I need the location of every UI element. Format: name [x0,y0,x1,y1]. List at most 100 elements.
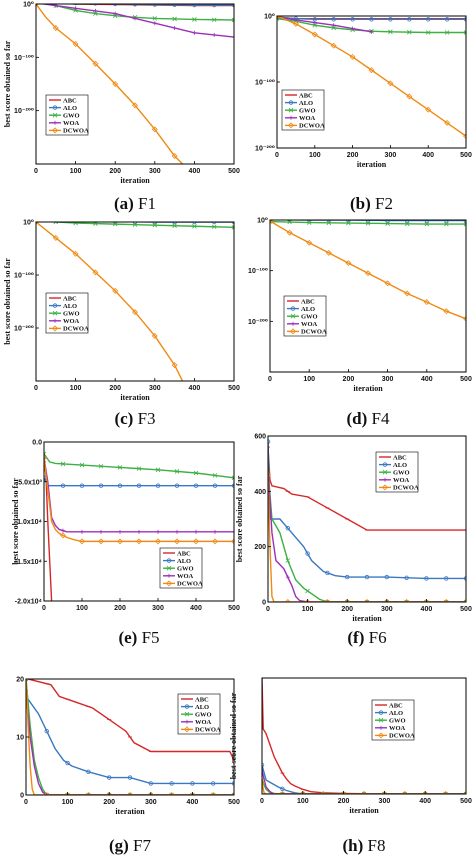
y-tick-label: 10⁻²⁰⁰ [255,145,275,153]
legend-label: DCWOA [393,485,419,492]
data-point [330,42,337,49]
data-point [382,462,388,467]
legend-label: ABC [299,92,313,99]
data-point [152,16,158,21]
data-point [325,600,330,602]
data-point [288,122,294,129]
data-point [73,222,78,226]
x-tick-label: 500 [460,376,472,383]
data-point [365,221,371,226]
data-point [379,725,383,730]
data-point [53,222,59,225]
y-tick-label: 10⁰ [257,217,268,225]
data-point [463,315,466,322]
data-point [325,570,330,576]
data-point [212,4,217,8]
data-point [463,599,466,602]
data-point [378,732,384,739]
legend-label: ABC [301,298,315,305]
chart-F2: 0 100 200 300 400 500 10⁰ 10⁻¹⁰⁰ 10⁻²⁰⁰ iteration… [255,13,472,214]
x-tick-label: 400 [421,606,433,613]
data-point [53,120,57,125]
x-tick-label: 500 [228,799,240,806]
data-point [289,115,293,120]
data-point [331,17,336,22]
data-point [175,529,179,534]
caption-function: F2 [375,194,393,213]
data-point [344,599,351,602]
data-point [463,791,466,794]
caption-letter: (a) [114,194,138,213]
data-point [85,792,92,795]
series-line-abc [262,678,466,794]
legend-label: ABC [393,454,407,461]
data-point [231,475,234,481]
legend-label: DCWOA [63,128,89,135]
data-point [345,260,352,267]
x-tick-label: 300 [145,799,157,806]
data-point [383,599,390,602]
legend-label: ABC [177,550,191,557]
x-tick-label: 200 [103,799,115,806]
data-point [365,600,369,602]
data-point [152,4,157,7]
data-point [174,538,180,545]
plot-area [36,4,234,164]
data-point [99,529,103,534]
x-tick-label: 100 [302,606,314,613]
data-point [65,760,70,766]
legend-label: WOA [299,115,316,122]
data-point [137,529,141,534]
data-point [192,222,197,225]
series-line-abc [268,447,466,531]
y-tick-label: 10⁻¹⁰⁰ [255,79,275,87]
x-tick-label: 400 [421,376,433,383]
data-point [444,220,449,223]
data-point [193,538,199,545]
data-point [444,119,451,126]
data-point [60,461,66,467]
data-point [189,792,196,795]
x-tick-label: 300 [385,152,397,159]
plot-area [44,451,234,601]
series-line-gwo [26,679,234,795]
data-point [98,538,104,545]
y-axis-label: best score obtained so far [3,40,12,127]
x-tick-label: 100 [303,376,315,383]
legend-label: WOA [393,477,410,484]
subfigure-caption: (b) F2 [350,194,393,213]
data-point [425,30,431,35]
data-point [268,466,271,472]
series-line-dcwoa [36,222,184,381]
series-line-dcwoa [268,474,466,602]
data-point [73,6,78,11]
data-point [80,529,84,534]
x-tick-label: 0 [34,385,38,392]
series-line-woa [26,690,234,795]
legend-label: WOA [63,318,80,325]
data-point [364,574,370,580]
data-point [288,100,294,105]
data-point [280,792,285,794]
data-point [172,4,177,7]
series-line-gwo [268,469,466,602]
legend-label: ALO [63,303,77,310]
y-tick-label: 600 [254,434,266,441]
data-point [171,362,178,369]
data-point [151,332,158,339]
caption-letter: (f) [347,628,368,647]
data-point [60,483,66,488]
legend-label: GWO [63,113,80,120]
data-point [306,220,312,225]
x-tick-label: 100 [309,152,321,159]
legend-label: GWO [393,470,410,477]
plot-area [268,439,466,602]
caption-function: F3 [138,409,156,428]
series-line-alo [268,441,466,580]
data-point [426,17,431,22]
plot-area [277,16,466,140]
legend-label: GWO [177,566,194,573]
data-point [443,792,448,794]
